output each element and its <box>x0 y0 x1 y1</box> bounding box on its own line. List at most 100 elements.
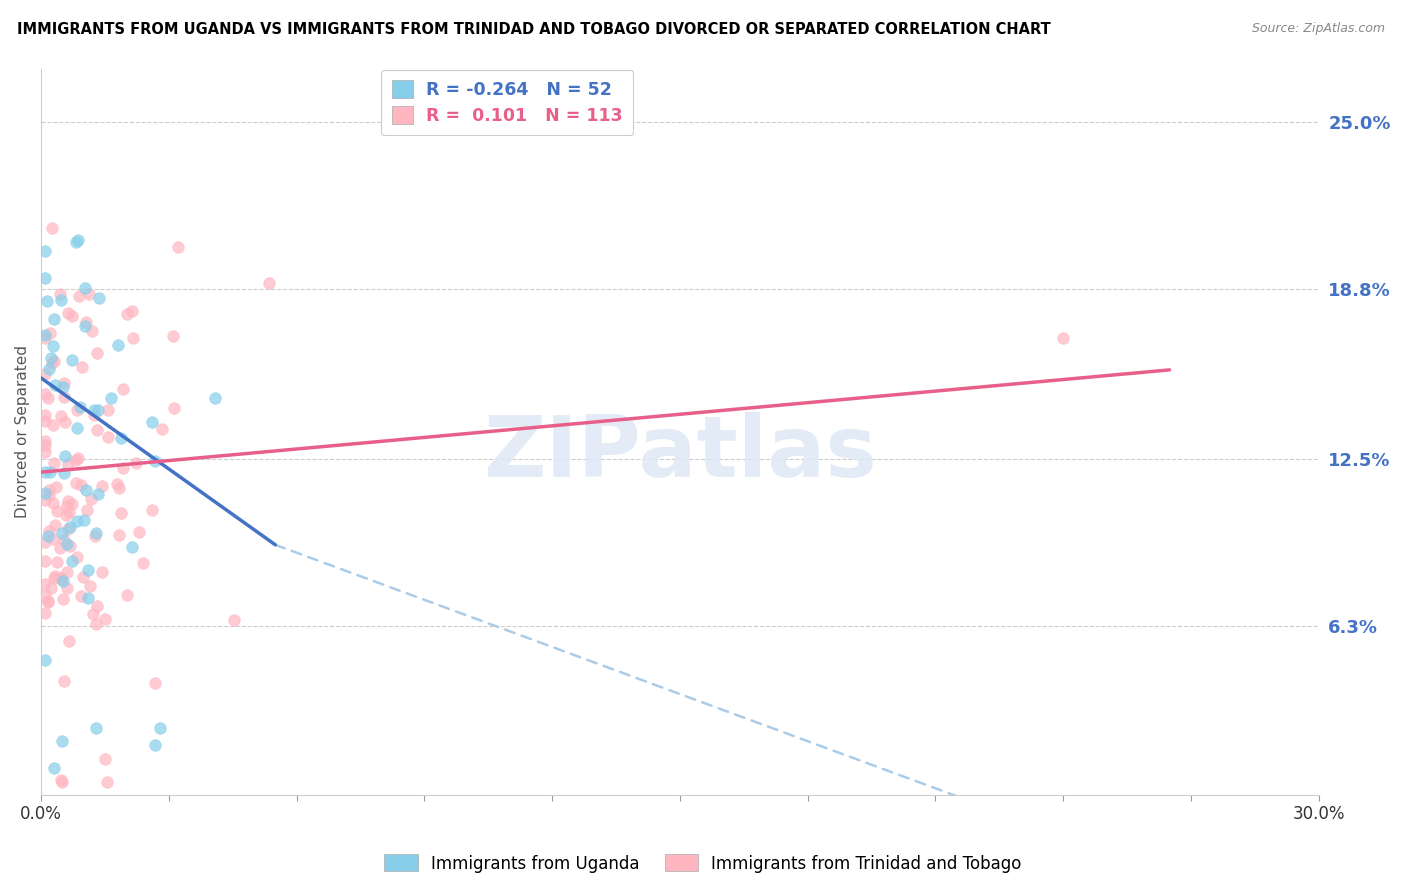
Point <box>42 417 65 432</box>
Point <box>75 483 97 497</box>
Point <box>39 351 62 366</box>
Point <box>51 409 73 423</box>
Point <box>125 457 148 471</box>
Point <box>141 415 163 429</box>
Point <box>52 574 75 588</box>
Point <box>76 503 98 517</box>
Point <box>121 331 143 345</box>
Point <box>34 368 56 382</box>
Legend: Immigrants from Uganda, Immigrants from Trinidad and Tobago: Immigrants from Uganda, Immigrants from … <box>378 847 1028 880</box>
Point <box>94 752 117 766</box>
Point <box>39 581 62 595</box>
Point <box>93 612 115 626</box>
Point <box>60 497 83 511</box>
Point <box>51 570 73 584</box>
Point <box>111 461 134 475</box>
Point <box>65 475 87 490</box>
Point <box>149 721 172 735</box>
Point <box>89 291 111 305</box>
Point <box>58 505 80 519</box>
Point <box>56 581 79 595</box>
Point <box>69 589 91 603</box>
Point <box>163 401 186 416</box>
Point <box>49 287 72 301</box>
Point <box>37 594 59 608</box>
Point <box>49 293 72 308</box>
Point <box>53 449 76 463</box>
Point <box>83 529 105 543</box>
Point <box>86 423 108 437</box>
Point <box>44 569 66 583</box>
Point <box>75 315 97 329</box>
Point <box>55 499 77 513</box>
Point <box>52 591 75 606</box>
Point <box>145 675 167 690</box>
Point <box>97 430 120 444</box>
Point <box>38 483 60 497</box>
Point <box>34 653 56 667</box>
Point <box>37 529 59 543</box>
Point <box>39 326 62 340</box>
Point <box>112 382 135 396</box>
Point <box>46 555 69 569</box>
Point <box>34 554 56 568</box>
Point <box>44 517 66 532</box>
Point <box>128 524 150 539</box>
Point <box>166 240 188 254</box>
Point <box>65 235 87 250</box>
Point <box>52 380 75 394</box>
Point <box>66 550 89 565</box>
Point <box>59 520 82 534</box>
Point <box>37 391 59 405</box>
Point <box>53 467 76 481</box>
Point <box>42 339 65 353</box>
Point <box>56 523 79 537</box>
Text: Source: ZipAtlas.com: Source: ZipAtlas.com <box>1251 22 1385 36</box>
Point <box>1052 330 1074 344</box>
Point <box>75 319 97 334</box>
Point <box>80 491 103 506</box>
Point <box>60 309 83 323</box>
Point <box>56 494 79 508</box>
Y-axis label: Divorced or Separated: Divorced or Separated <box>15 345 30 518</box>
Point <box>56 566 79 580</box>
Point <box>38 465 60 479</box>
Point <box>86 402 108 417</box>
Point <box>121 540 143 554</box>
Legend: R = -0.264   N = 52, R =  0.101   N = 113: R = -0.264 N = 52, R = 0.101 N = 113 <box>381 70 634 136</box>
Point <box>259 276 281 290</box>
Point <box>56 458 79 472</box>
Point <box>66 234 89 248</box>
Point <box>69 400 91 414</box>
Point <box>222 613 245 627</box>
Point <box>66 421 89 435</box>
Point <box>117 307 139 321</box>
Point <box>44 353 66 368</box>
Point <box>77 591 100 606</box>
Point <box>34 387 56 401</box>
Point <box>73 280 96 294</box>
Point <box>66 450 89 465</box>
Point <box>42 761 65 775</box>
Point <box>55 508 77 522</box>
Point <box>34 535 56 549</box>
Point <box>34 408 56 422</box>
Point <box>108 528 131 542</box>
Point <box>34 331 56 345</box>
Point <box>37 595 59 609</box>
Point <box>51 734 73 748</box>
Point <box>34 607 56 621</box>
Point <box>86 346 108 360</box>
Point <box>86 721 108 735</box>
Point <box>34 270 56 285</box>
Point <box>52 390 75 404</box>
Point <box>52 673 75 688</box>
Point <box>84 616 107 631</box>
Point <box>105 476 128 491</box>
Point <box>150 422 173 436</box>
Point <box>72 570 94 584</box>
Point <box>80 324 103 338</box>
Point <box>41 220 63 235</box>
Point <box>86 599 108 614</box>
Point <box>65 452 87 467</box>
